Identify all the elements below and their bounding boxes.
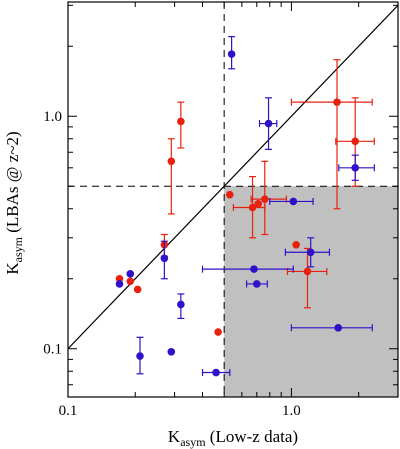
series-1-point-6 — [212, 368, 220, 377]
series-0-point-11 — [292, 240, 300, 249]
series-1-point-9 — [253, 280, 261, 288]
series-0-point-2 — [133, 285, 142, 294]
series-1-point-13 — [334, 324, 343, 332]
x-tick-label-0: 0.1 — [59, 403, 78, 419]
x-axis-label: Kasym (Low-z data) — [168, 427, 298, 449]
x-axis-label-rest: (Low-z data) — [206, 427, 299, 446]
series-1-point-11 — [289, 197, 298, 206]
plot-frame — [67, 1, 399, 398]
series-1-point-5 — [177, 300, 185, 309]
shaded-region — [224, 186, 398, 397]
series-0-point-10 — [260, 195, 269, 203]
series-1-point-12 — [306, 248, 315, 257]
series-1-point-8 — [250, 265, 258, 273]
y-axis-label-sub: asym — [11, 236, 25, 262]
series-1-point-2 — [136, 352, 144, 360]
series-1-point-7 — [227, 50, 236, 58]
series-0-point-13 — [333, 98, 341, 106]
series-1-point-10 — [264, 119, 273, 128]
y-tick-label-1: 1.0 — [43, 109, 62, 125]
series-0-point-8 — [248, 203, 257, 212]
series-0-point-5 — [177, 117, 185, 126]
series-0-point-6 — [214, 328, 222, 336]
series-0-point-14 — [351, 137, 360, 146]
series-0-point-4 — [167, 157, 176, 166]
y-axis-label-main: K — [3, 262, 22, 275]
x-axis-label-sub: asym — [180, 435, 206, 449]
x-tick-label-1: 1.0 — [282, 403, 301, 419]
series-0-point-7 — [226, 190, 234, 199]
y-tick-label-0: 0.1 — [43, 342, 62, 358]
one-to-one-line — [68, 4, 398, 350]
series-1-point-1 — [126, 270, 135, 278]
series-1-point-4 — [167, 348, 176, 356]
y-axis-label: Kasym (LBAs @ z~2) — [3, 131, 25, 274]
series-1-point-3 — [160, 254, 169, 263]
series-1-point-14 — [351, 164, 360, 172]
series-0-point-1 — [126, 277, 135, 286]
y-axis-label-rest: (LBAs @ z~2) — [3, 131, 22, 237]
series-0-point-12 — [303, 267, 312, 276]
series-1-point-0 — [115, 280, 124, 288]
series-0-point-9 — [254, 200, 262, 208]
x-axis-label-main: K — [168, 427, 181, 446]
